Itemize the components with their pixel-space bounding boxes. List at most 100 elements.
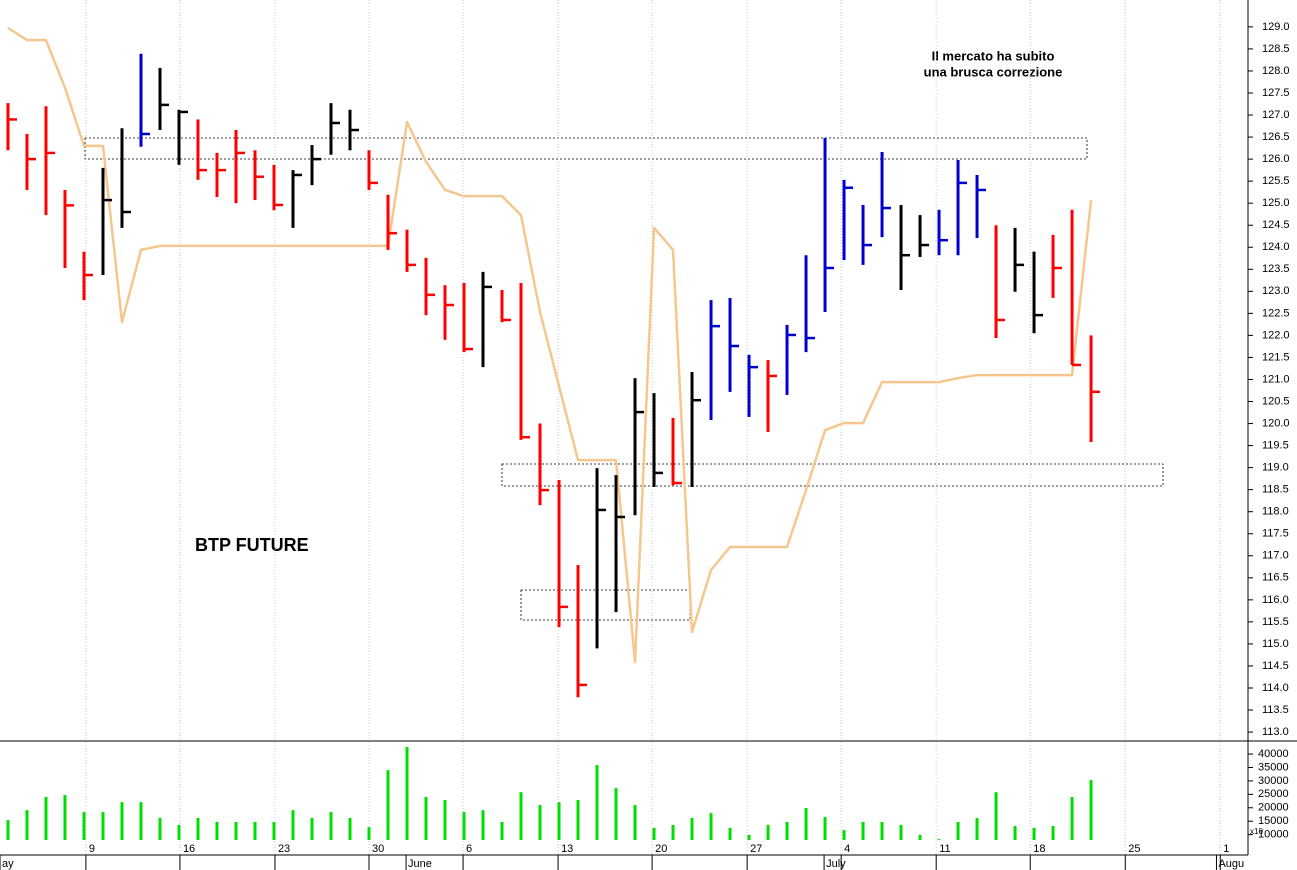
volume-bar [633,805,637,840]
volume-tick-label: 35000 [1258,761,1289,773]
volume-bar [595,765,599,840]
y-tick-label: 128.5 [1262,43,1290,55]
y-tick-label: 124.5 [1262,219,1290,231]
volume-bar [880,822,884,840]
volume-tick-label: 10000 [1258,829,1289,841]
volume-bar [614,788,618,840]
volume-bar [329,812,333,840]
support-box [501,463,1164,487]
volume-bar [652,827,656,840]
trend-line [7,26,1093,664]
volume-tick-label: 25000 [1258,788,1289,800]
y-tick-label: 121.0 [1262,373,1290,385]
volume-bar [823,817,827,840]
x-tick-label: 13 [561,843,573,855]
month-label: ay [2,858,14,870]
x-tick-label: 20 [655,843,667,855]
volume-bar [785,822,789,840]
volume-bar [690,817,694,840]
chart-title: BTP FUTURE [195,535,309,555]
y-tick-label: 127.0 [1262,109,1290,121]
volume-bar [1013,826,1017,840]
y-tick-label: 118.5 [1262,484,1289,496]
volume-bar [500,822,504,840]
x-tick-label: 25 [1128,843,1140,855]
volume-bar [443,799,447,840]
x-tick-label: 6 [466,843,472,855]
y-tick-label: 117.0 [1262,550,1289,562]
y-tick-label: 127.5 [1262,87,1290,99]
volume-bar [1051,826,1055,840]
annotation: una brusca correzione [924,64,1063,79]
volume-bar [215,822,219,840]
volume-bar [101,812,105,840]
y-tick-label: 126.0 [1262,153,1290,165]
y-tick-label: 116.5 [1262,572,1289,584]
volume-bar [120,802,124,840]
volume-bar [386,770,390,840]
volume-bar [348,817,352,840]
y-tick-label: 124.0 [1262,241,1290,253]
volume-tick-label: 30000 [1258,775,1289,787]
volume-bar [1070,797,1074,840]
volume-note: x10 [1250,827,1263,836]
volume-bar [937,839,941,840]
volume-bar [139,802,143,840]
volume-bar [709,813,713,840]
y-tick-label: 122.5 [1262,307,1290,319]
volume-bar [177,824,181,840]
y-tick-label: 115.0 [1262,638,1289,650]
volume-bar [747,834,751,840]
x-tick-label: 30 [372,843,384,855]
volume-bar [25,810,29,840]
volume-bar [481,810,485,840]
y-tick-label: 128.0 [1262,65,1290,77]
y-tick-label: 125.0 [1262,197,1290,209]
y-tick-label: 120.0 [1262,417,1290,429]
volume-bar [728,827,732,840]
volume-bar [291,810,295,840]
y-tick-label: 117.5 [1262,528,1289,540]
volume-bar [63,795,67,840]
y-tick-label: 121.5 [1262,351,1290,363]
x-tick-label: 16 [183,843,195,855]
y-tick-label: 119.0 [1262,462,1289,474]
annotation: Il mercato ha subito [932,48,1055,63]
y-tick-label: 113.0 [1262,726,1289,738]
month-label: Augu [1218,858,1244,870]
volume-bar [44,797,48,840]
x-tick-label: 4 [844,843,850,855]
volume-bar [975,817,979,840]
volume-bar [861,822,865,840]
volume-bar [671,824,675,840]
y-tick-label: 118.0 [1262,506,1289,518]
x-tick-label: 18 [1033,843,1045,855]
y-tick-label: 125.5 [1262,175,1290,187]
volume-bar [6,820,10,840]
volume-tick-label: 40000 [1258,748,1289,760]
volume-bar [994,792,998,840]
volume-bar [918,834,922,840]
volume-tick-label: 20000 [1258,802,1289,814]
month-label: June [408,858,432,870]
y-tick-label: 114.0 [1262,682,1289,694]
volume-bar [557,802,561,840]
volume-bar [310,817,314,840]
y-tick-label: 115.5 [1262,616,1289,628]
volume-bar [158,817,162,840]
volume-bar [253,822,257,840]
x-tick-label: 27 [750,843,762,855]
y-tick-label: 123.0 [1262,285,1290,297]
volume-bar [804,808,808,840]
volume-bar [234,822,238,840]
volume-bar [424,797,428,840]
volume-bar [196,817,200,840]
x-tick-label: 1 [1223,843,1229,855]
y-tick-label: 123.5 [1262,263,1290,275]
volume-bar [956,822,960,840]
y-tick-label: 126.5 [1262,131,1290,143]
y-tick-label: 120.5 [1262,395,1290,407]
y-tick-label: 113.5 [1262,704,1289,716]
volume-bar [1032,827,1036,840]
